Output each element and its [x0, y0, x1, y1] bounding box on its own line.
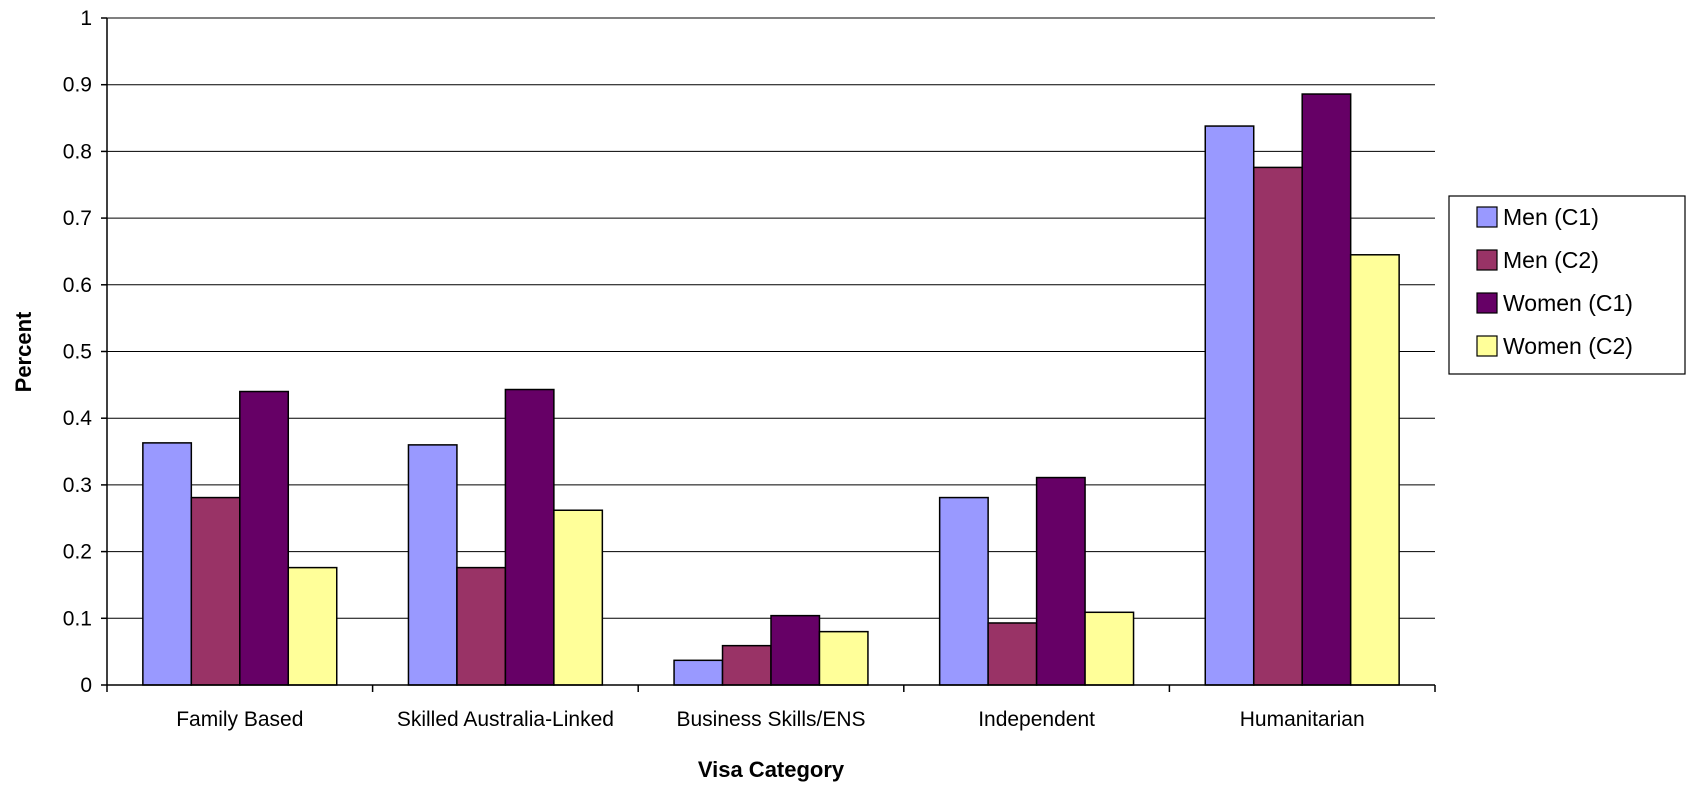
legend-label: Men (C1)	[1503, 204, 1599, 230]
bars	[142, 93, 1400, 686]
legend-label: Men (C2)	[1503, 247, 1599, 273]
bar	[987, 622, 1038, 686]
y-tick-label: 0.8	[63, 140, 92, 163]
legend-swatch	[1476, 249, 1498, 271]
x-tick-labels: Family Based Skilled Australia-Linked Busi…	[106, 685, 1436, 731]
y-tick-label: 0.5	[63, 341, 92, 364]
y-tick-label: 0.9	[63, 74, 92, 97]
y-tick-label: 0.1	[63, 607, 92, 630]
legend-swatch	[1476, 206, 1498, 228]
y-tick-label: 0.2	[63, 541, 92, 564]
bar	[938, 496, 989, 686]
bar	[1204, 125, 1255, 686]
x-tick-label: Skilled Australia-Linked	[397, 708, 614, 731]
legend-swatch	[1476, 292, 1498, 314]
x-tick-label: Business Skills/ENS	[676, 708, 865, 731]
y-tick-label: 1	[80, 7, 92, 30]
bar	[1301, 93, 1352, 686]
gridlines	[107, 17, 1435, 619]
bar	[1084, 611, 1135, 686]
x-tick-label: Family Based	[176, 708, 303, 731]
bar	[287, 566, 338, 686]
bar	[142, 442, 193, 686]
x-tick-label: Humanitarian	[1240, 708, 1365, 731]
bar	[1349, 254, 1400, 686]
bar	[818, 630, 869, 686]
x-axis-title: Visa Category	[698, 757, 845, 782]
bar	[1035, 476, 1086, 686]
legend-label: Women (C1)	[1503, 290, 1633, 316]
y-tick-label: 0.6	[63, 274, 92, 297]
bar	[553, 509, 604, 686]
bar	[673, 659, 724, 686]
y-tick-label: 0	[80, 674, 92, 697]
y-tick-label: 0.4	[63, 407, 93, 430]
bar	[190, 496, 241, 686]
bar	[407, 444, 458, 686]
y-tick-label: 0.7	[63, 207, 92, 230]
bar	[239, 390, 290, 686]
y-tick-labels: 0 0.1 0.2 0.3 0.4 0.5 0.6 0.7 0.8 0.9 1	[63, 7, 107, 697]
bar	[1252, 166, 1303, 686]
bar	[456, 566, 507, 686]
bar	[770, 614, 821, 686]
bar	[504, 388, 555, 686]
y-tick-label: 0.3	[63, 474, 92, 497]
legend-label: Women (C2)	[1503, 333, 1633, 359]
legend: Men (C1) Men (C2) Women (C1) Women (C2)	[1448, 195, 1686, 375]
x-tick-label: Independent	[978, 708, 1095, 731]
legend-swatch	[1476, 335, 1498, 357]
bar	[721, 644, 772, 686]
y-axis-title: Percent	[11, 311, 36, 392]
